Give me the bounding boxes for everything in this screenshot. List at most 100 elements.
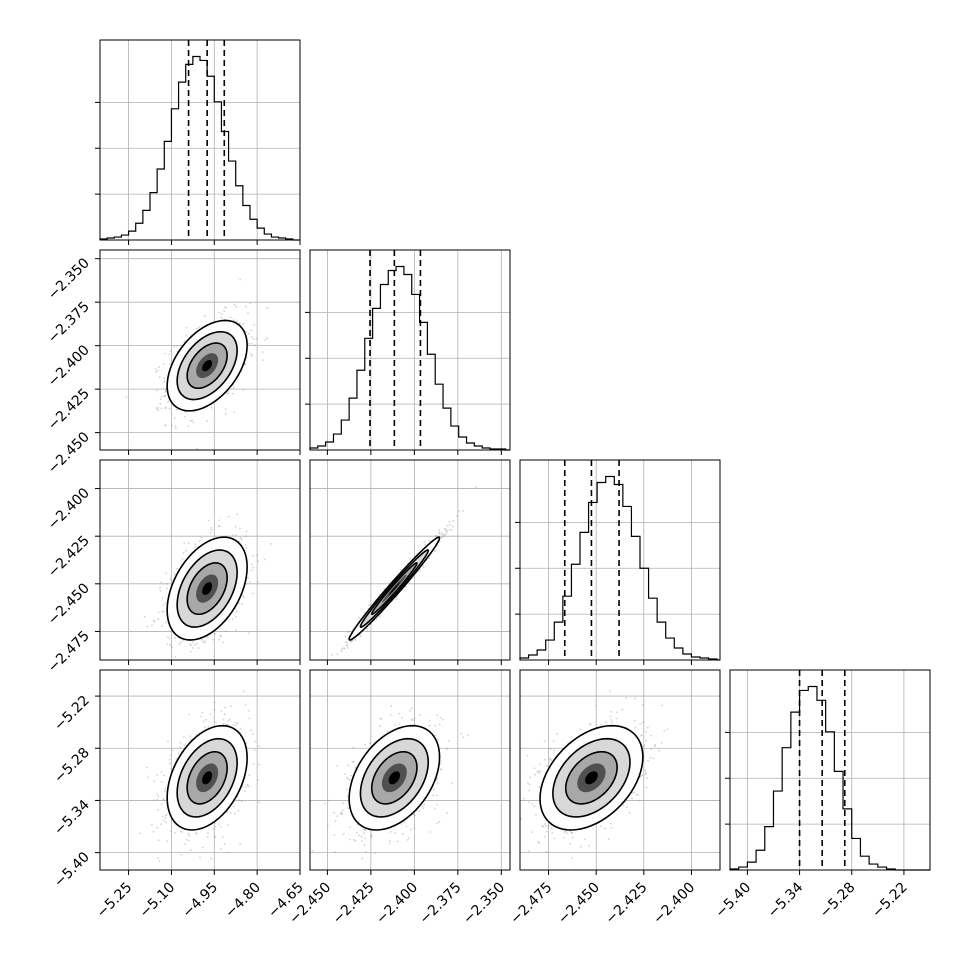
sample-point (147, 663, 149, 665)
sample-point (443, 534, 446, 537)
sample-point (185, 326, 188, 329)
sample-point (161, 781, 163, 784)
sample-point (164, 395, 166, 398)
sample-point (189, 643, 192, 645)
sample-point (174, 425, 177, 427)
sample-point (165, 813, 168, 816)
sample-point (157, 839, 160, 842)
sample-point (436, 794, 438, 797)
sample-point (200, 638, 203, 641)
sample-point (242, 322, 245, 325)
sample-point (173, 572, 176, 575)
sample-point (163, 819, 165, 822)
sample-point (192, 421, 195, 424)
sample-point (235, 629, 238, 632)
sample-point (444, 528, 447, 531)
sample-point (181, 831, 184, 833)
sample-point (653, 745, 656, 748)
sample-point (215, 721, 217, 724)
sample-point (163, 380, 165, 383)
sample-point (266, 307, 269, 309)
sample-point (179, 641, 182, 644)
sample-point (167, 740, 169, 743)
sample-point (224, 408, 227, 411)
sample-point (156, 798, 159, 801)
sample-point (380, 718, 383, 720)
sample-point (361, 840, 363, 843)
sample-point (549, 748, 552, 750)
sample-point (346, 644, 349, 647)
sample-point (409, 557, 411, 560)
sample-point (343, 773, 346, 776)
sample-point (390, 705, 393, 707)
sample-point (433, 550, 436, 552)
sample-point (264, 338, 267, 341)
sample-point (510, 809, 512, 811)
sample-point (324, 665, 326, 667)
sample-point (405, 585, 408, 588)
sample-point (247, 576, 250, 579)
sample-point (434, 734, 437, 737)
sample-point (210, 526, 212, 529)
sample-point (169, 830, 172, 832)
sample-point (175, 757, 178, 760)
density-peak (202, 771, 213, 785)
sample-point (205, 718, 208, 721)
sample-point (179, 830, 182, 833)
sample-point (351, 639, 354, 642)
sample-point (371, 835, 373, 837)
sample-point (228, 718, 231, 721)
sample-point (174, 636, 176, 639)
sample-point (434, 534, 437, 537)
sample-point (235, 610, 238, 613)
sample-point (164, 424, 167, 426)
sample-point (363, 828, 366, 831)
sample-point (433, 788, 435, 791)
sample-point (163, 395, 166, 398)
sample-point (218, 525, 221, 527)
sample-point (156, 826, 158, 829)
sample-point (258, 763, 261, 766)
sample-point (642, 721, 645, 724)
sample-point (176, 345, 178, 347)
sample-point (448, 528, 451, 531)
sample-point (182, 736, 185, 739)
sample-point (209, 531, 212, 534)
sample-point (331, 654, 333, 656)
hist-panel-1 (305, 249, 511, 455)
sample-point (183, 843, 186, 846)
sample-point (159, 590, 162, 592)
sample-point (219, 634, 222, 637)
sample-point (234, 534, 237, 537)
sample-point (451, 782, 454, 785)
sample-point (645, 730, 648, 733)
sample-point (242, 596, 245, 599)
sample-point (164, 406, 167, 409)
sample-point (157, 409, 160, 412)
sample-point (169, 577, 172, 580)
sample-point (248, 581, 251, 583)
sample-point (157, 611, 160, 614)
sample-point (232, 386, 235, 389)
sample-point (375, 618, 378, 621)
sample-point (346, 641, 349, 644)
sample-point (155, 407, 158, 410)
hist-panel-2 (515, 459, 721, 665)
sample-point (169, 644, 172, 646)
y-tick-label: −2.400 (45, 342, 93, 390)
sample-point (229, 316, 232, 319)
sample-point (362, 828, 365, 831)
sample-point (247, 785, 250, 788)
sample-point (154, 367, 157, 370)
sample-point (522, 797, 525, 800)
sample-point (187, 832, 190, 835)
sample-point (436, 803, 439, 806)
sample-point (227, 724, 230, 726)
sample-point (222, 723, 225, 725)
scatter-panel-3-1 (309, 669, 511, 875)
sample-point (396, 840, 399, 843)
sample-point (439, 716, 442, 719)
sample-point (175, 408, 178, 411)
sample-point (197, 647, 200, 649)
